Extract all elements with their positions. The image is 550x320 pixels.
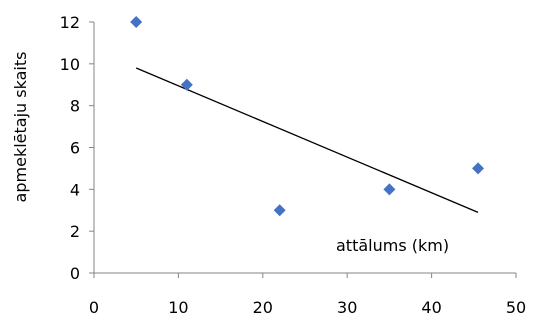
y-tick-label: 12: [60, 13, 80, 32]
y-ticks: 0 2 4 6 8 10 12: [60, 13, 94, 283]
y-tick-label: 4: [70, 180, 80, 199]
y-tick-label: 2: [70, 222, 80, 241]
y-tick-label: 0: [70, 264, 80, 283]
data-point: [130, 16, 143, 28]
y-axis-title: apmeklētaju skaits: [11, 52, 30, 203]
y-tick-label: 8: [70, 97, 80, 116]
trendline-group: [135, 67, 479, 213]
x-tick-label: 30: [337, 298, 357, 317]
trendline: [135, 67, 479, 213]
x-tick-label: 50: [506, 298, 526, 317]
data-point: [180, 78, 193, 91]
x-tick-label: 10: [168, 298, 188, 317]
y-tick-label: 6: [70, 139, 80, 158]
data-point: [273, 204, 286, 217]
y-tick-label: 10: [60, 55, 80, 74]
x-axis-title: attālums (km): [336, 236, 449, 255]
x-ticks: 0 10 20 30 40 50: [89, 273, 526, 317]
x-tick-label: 20: [253, 298, 273, 317]
x-tick-label: 0: [89, 298, 99, 317]
data-points: [130, 16, 485, 217]
data-point: [383, 183, 396, 196]
x-tick-label: 40: [421, 298, 441, 317]
data-point: [472, 162, 485, 175]
axes: 0 10 20 30 40 50 0 2 4 6 8 10 12: [60, 13, 527, 317]
